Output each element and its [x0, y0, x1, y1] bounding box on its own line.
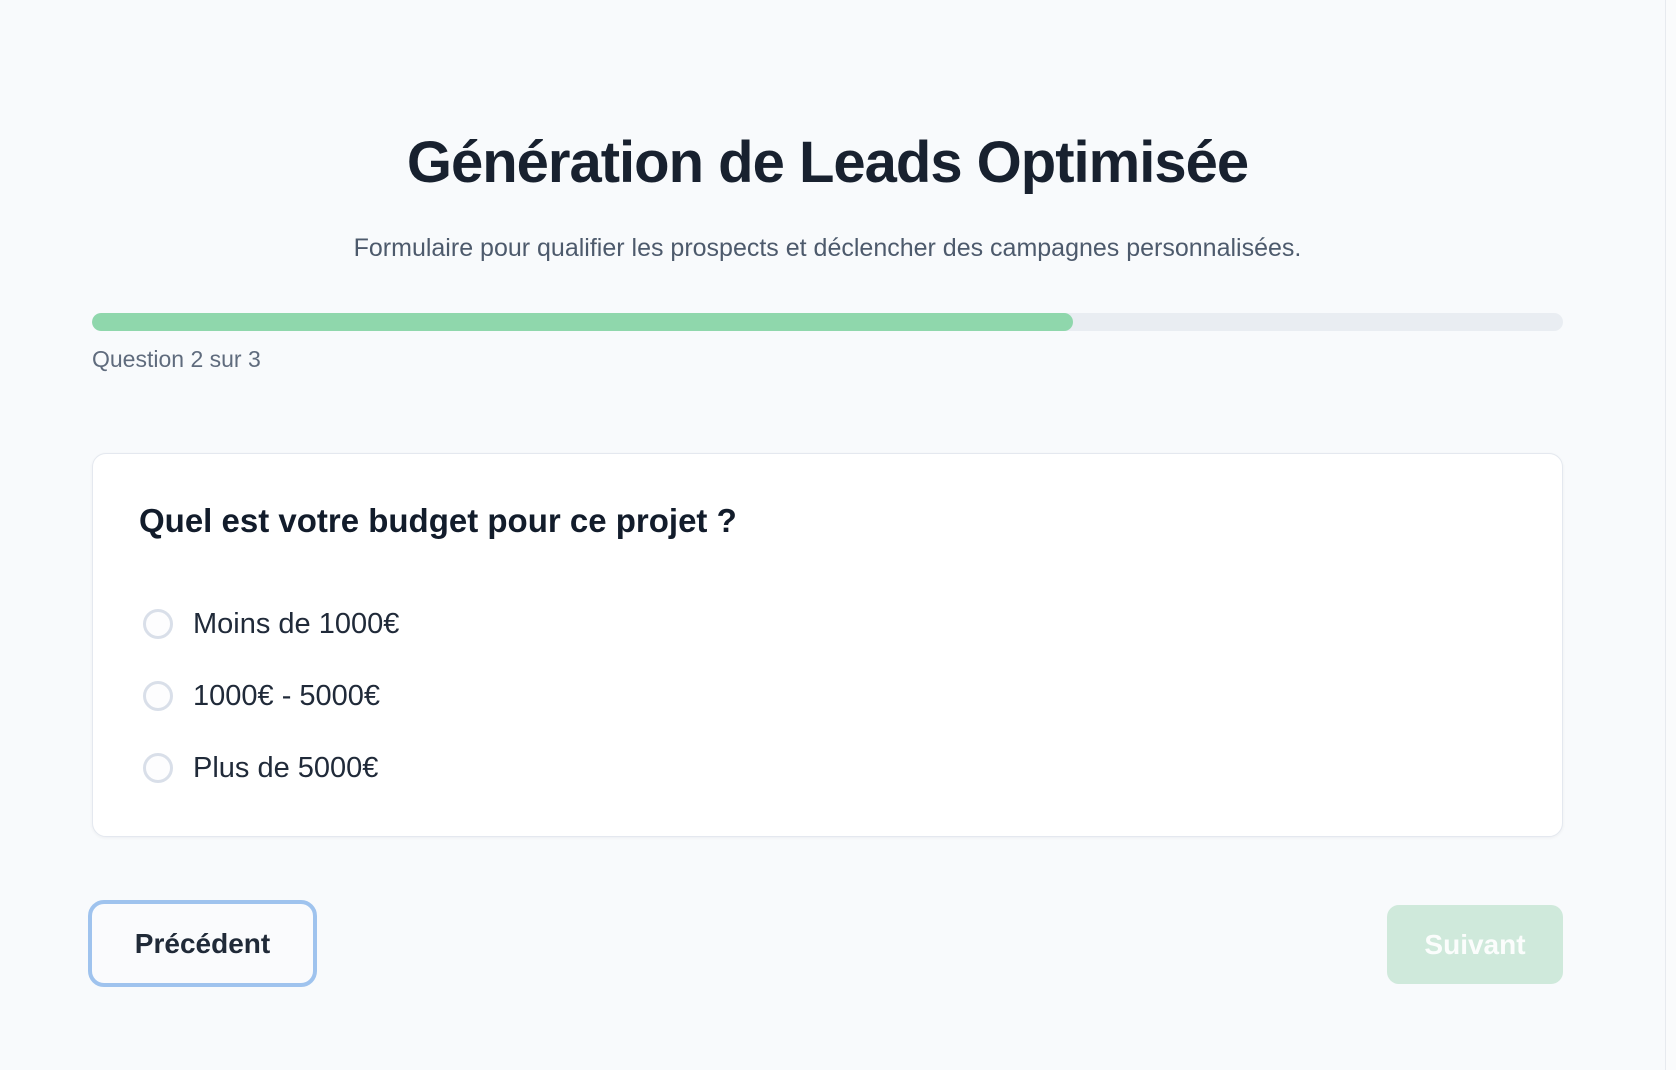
radio-option-1[interactable]: 1000€ - 5000€	[143, 679, 399, 712]
question-card: Quel est votre budget pour ce projet ? M…	[92, 453, 1563, 837]
previous-button[interactable]: Précédent	[88, 900, 317, 987]
radio-button-icon[interactable]	[143, 681, 173, 711]
radio-button-icon[interactable]	[143, 753, 173, 783]
page-subtitle: Formulaire pour qualifier les prospects …	[353, 234, 1302, 262]
radio-option-label: Plus de 5000€	[193, 751, 379, 784]
radio-option-label: 1000€ - 5000€	[193, 679, 381, 712]
progress-label: Question 2 sur 3	[92, 346, 261, 372]
page-title: Génération de Leads Optimisée	[406, 129, 1249, 195]
progress-bar-track	[92, 313, 1563, 331]
radio-option-label: Moins de 1000€	[193, 607, 400, 640]
options-list: Moins de 1000€ 1000€ - 5000€ Plus de 500…	[143, 607, 400, 784]
progress-bar-fill	[92, 313, 1074, 331]
next-button[interactable]: Suivant	[1387, 905, 1563, 984]
radio-button-icon[interactable]	[143, 609, 173, 639]
question-title: Quel est votre budget pour ce projet ?	[139, 502, 737, 539]
radio-option-2[interactable]: Plus de 5000€	[143, 751, 399, 784]
scrollbar[interactable]	[1665, 0, 1676, 1070]
radio-option-0[interactable]: Moins de 1000€	[143, 607, 400, 640]
